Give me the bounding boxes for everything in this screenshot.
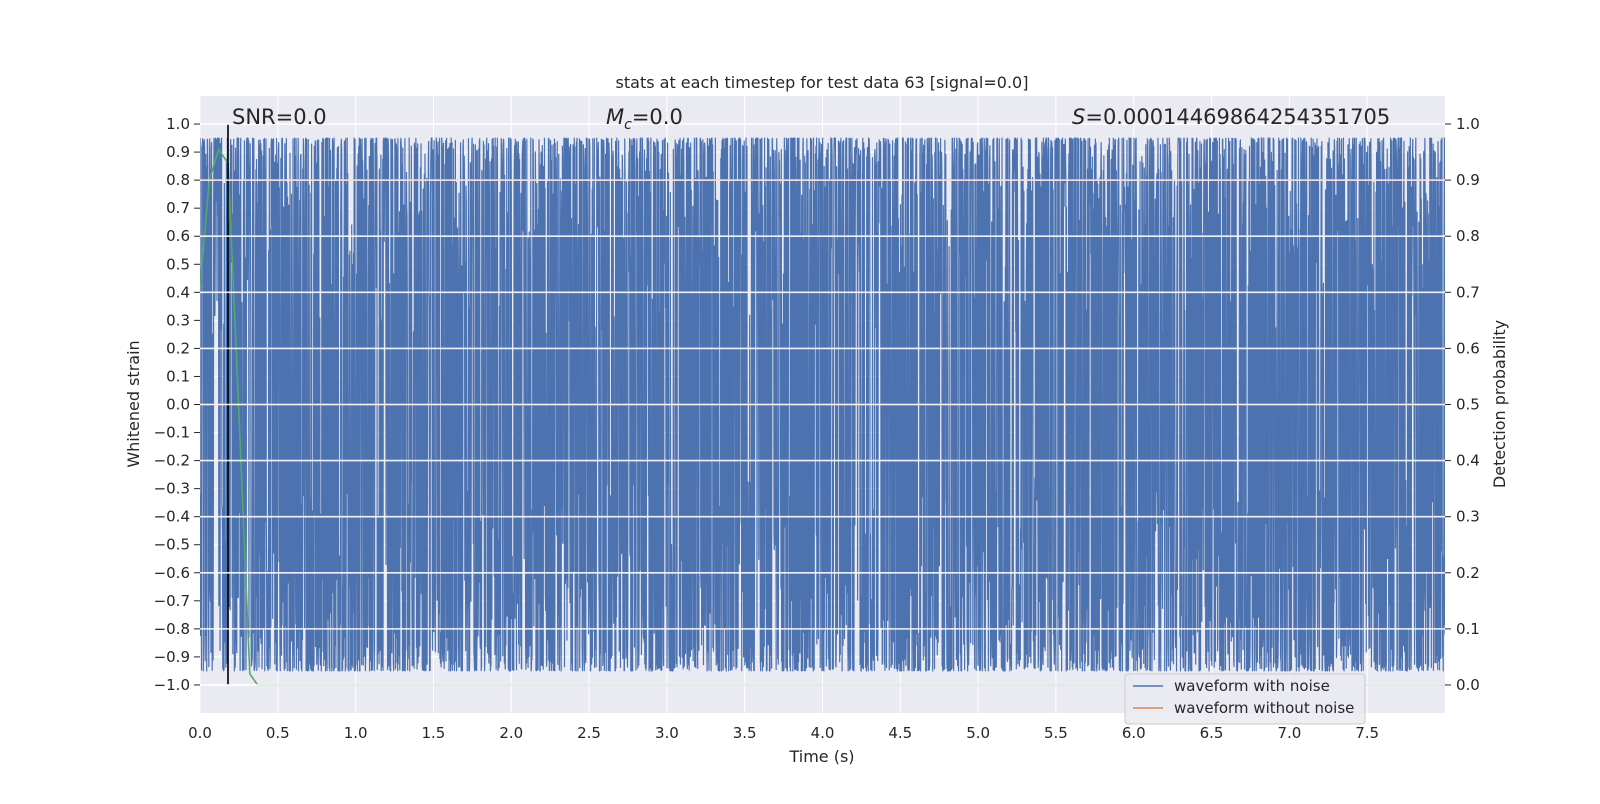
x-tick-label: 2.0 [499,724,523,742]
x-tick-label: 3.5 [733,724,757,742]
y-left-tick-label: 0.9 [166,143,190,161]
y-left-tick-label: −0.2 [154,452,190,470]
y-left-tick-label: 0.5 [166,255,190,273]
y-left-tick-label: −0.3 [154,480,190,498]
y-left-axis-title: Whitened strain [124,340,143,467]
y-right-tick-label: 0.7 [1456,283,1480,301]
y-right-tick-label: 0.9 [1456,171,1480,189]
y-grid-overlay [200,123,1445,686]
x-tick-label: 5.0 [966,724,990,742]
y-left-tick-label: 0.6 [166,227,190,245]
score-symbol: S [1072,105,1085,129]
x-tick-label: 1.5 [422,724,446,742]
y-left-tick-labels: 1.0 0.9 0.8 0.7 0.6 0.5 0.4 0.3 0.2 0.1 0.0 −0.1 −0.… [154,115,200,694]
x-tick-label: 6.5 [1200,724,1224,742]
x-tick-label: 2.5 [577,724,601,742]
y-left-tick-label: −0.1 [154,424,190,442]
x-tick-label: 7.5 [1355,724,1379,742]
x-tick-label: 6.0 [1122,724,1146,742]
y-left-tick-label: 0.4 [166,283,190,301]
x-tick-label: 5.5 [1044,724,1068,742]
legend: waveform with noise waveform without noi… [1124,673,1366,725]
score-value: =0.00014469864254351705 [1085,105,1390,129]
y-right-tick-label: 0.6 [1456,339,1480,357]
y-right-tick-label: 0.4 [1456,452,1480,470]
y-left-tick-label: 0.8 [166,171,190,189]
y-left-tick-label: 0.3 [166,311,190,329]
chirp-mass-symbol: M [606,105,624,129]
snr-annotation: SNR=0.0 [232,105,327,129]
series-waveform-with-noise [200,137,1445,672]
y-right-axis-title: Detection probability [1490,320,1509,488]
y-left-tick-label: −0.7 [154,592,190,610]
y-left-tick-label: −1.0 [154,676,190,694]
y-right-tick-label: 0.5 [1456,396,1480,414]
x-tick-label: 3.0 [655,724,679,742]
x-tick-label: 4.5 [888,724,912,742]
x-axis-title: Time (s) [788,747,854,766]
x-tick-label: 1.0 [344,724,368,742]
chirp-mass-subscript: c [624,117,632,133]
x-tick-labels: 0.0 0.5 1.0 1.5 2.0 2.5 3.0 3.5 4.0 4.5 5.0 5.5 6.0 6… [188,724,1379,742]
y-left-tick-label: −0.8 [154,620,190,638]
y-left-tick-label: 1.0 [166,115,190,133]
y-left-tick-label: −0.5 [154,536,190,554]
chart-title: stats at each timestep for test data 63 … [616,73,1029,92]
legend-box [1124,673,1366,725]
x-tick-label: 7.0 [1277,724,1301,742]
y-left-tick-label: 0.7 [166,199,190,217]
y-right-tick-label: 0.1 [1456,620,1480,638]
y-right-tick-label: 0.8 [1456,227,1480,245]
x-tick-label: 0.0 [188,724,212,742]
y-left-tick-label: 0.2 [166,339,190,357]
y-right-tick-labels: 1.0 0.9 0.8 0.7 0.6 0.5 0.4 0.3 0.2 0.1 0.0 [1445,115,1480,694]
score-annotation: S=0.00014469864254351705 [1072,105,1390,129]
y-right-tick-label: 0.2 [1456,564,1480,582]
y-right-tick-label: 0.3 [1456,508,1480,526]
y-left-tick-label: 0.1 [166,367,190,385]
y-left-tick-label: −0.6 [154,564,190,582]
y-left-tick-label: 0.0 [166,396,190,414]
legend-label-noisy: waveform with noise [1174,677,1330,695]
y-right-tick-label: 1.0 [1456,115,1480,133]
chirp-mass-value: =0.0 [632,105,683,129]
y-right-tick-label: 0.0 [1456,676,1480,694]
x-tick-label: 0.5 [266,724,290,742]
x-tick-label: 4.0 [811,724,835,742]
y-left-tick-label: −0.9 [154,648,190,666]
chirp-mass-annotation: Mc=0.0 [606,105,683,133]
y-left-tick-label: −0.4 [154,508,190,526]
legend-label-clean: waveform without noise [1174,699,1354,717]
